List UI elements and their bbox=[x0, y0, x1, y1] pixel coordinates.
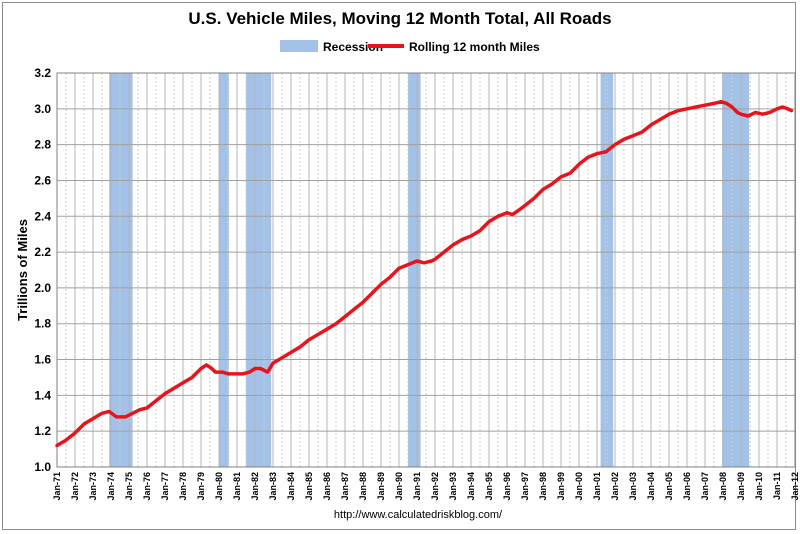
chart-title: U.S. Vehicle Miles, Moving 12 Month Tota… bbox=[188, 9, 611, 28]
x-tick-label: Jan-76 bbox=[142, 472, 152, 501]
legend: Recession Rolling 12 month Miles bbox=[280, 40, 540, 54]
x-tick-label: Jan-82 bbox=[250, 472, 260, 501]
x-tick-label: Jan-02 bbox=[610, 472, 620, 501]
x-tick-label: Jan-75 bbox=[124, 472, 134, 501]
x-tick-label: Jan-74 bbox=[106, 472, 116, 501]
x-tick-label: Jan-94 bbox=[466, 472, 476, 501]
x-tick-label: Jan-79 bbox=[196, 472, 206, 501]
recession-band bbox=[600, 73, 614, 467]
x-tick-label: Jan-88 bbox=[358, 472, 368, 501]
x-tick-label: Jan-12 bbox=[790, 472, 800, 501]
x-tick-label: Jan-77 bbox=[160, 472, 170, 501]
y-tick-label: 2.0 bbox=[34, 281, 51, 295]
x-tick-label: Jan-78 bbox=[178, 472, 188, 501]
recession-band bbox=[219, 73, 229, 467]
x-tick-label: Jan-89 bbox=[376, 472, 386, 501]
x-tick-label: Jan-11 bbox=[772, 472, 782, 500]
plot-border bbox=[56, 72, 796, 468]
x-tick-label: Jan-01 bbox=[592, 472, 602, 501]
y-tick-label: 3.0 bbox=[34, 102, 51, 116]
recession-band bbox=[109, 73, 133, 467]
x-tick-label: Jan-93 bbox=[448, 472, 458, 501]
recession-band bbox=[408, 73, 421, 467]
x-tick-label: Jan-03 bbox=[628, 472, 638, 501]
series-line-rolling-12-month-miles bbox=[55, 99, 794, 448]
x-tick-label: Jan-92 bbox=[430, 472, 440, 501]
x-tick-label: Jan-71 bbox=[52, 472, 62, 501]
x-tick-label: Jan-73 bbox=[88, 472, 98, 501]
x-tick-label: Jan-84 bbox=[286, 472, 296, 501]
x-tick-label: Jan-83 bbox=[268, 472, 278, 501]
x-tick-label: Jan-04 bbox=[646, 472, 656, 501]
y-tick-label: 2.2 bbox=[34, 245, 51, 259]
legend-miles-label: Rolling 12 month Miles bbox=[409, 40, 540, 54]
y-tick-label: 1.0 bbox=[34, 460, 51, 474]
legend-recession-swatch bbox=[280, 40, 318, 52]
x-tick-label: Jan-81 bbox=[232, 472, 242, 501]
y-tick-label: 2.8 bbox=[34, 138, 51, 152]
x-tick-label: Jan-95 bbox=[484, 472, 494, 501]
x-tick-label: Jan-06 bbox=[682, 472, 692, 501]
y-tick-label: 1.8 bbox=[34, 317, 51, 331]
source-url: http://www.calculatedriskblog.com/ bbox=[334, 509, 503, 521]
x-tick-label: Jan-00 bbox=[574, 472, 584, 501]
y-tick-label: 2.4 bbox=[34, 209, 51, 223]
y-tick-label: 1.6 bbox=[34, 353, 51, 367]
legend-recession-label: Recession bbox=[323, 40, 383, 54]
x-tick-label: Jan-99 bbox=[556, 472, 566, 501]
plot-area: 1.0 1.2 1.4 1.6 1.8 2.0 2.2 2.4 2.6 2.8 3.0 3.2 Jan-… bbox=[34, 66, 800, 501]
y-tick-label: 2.6 bbox=[34, 173, 51, 187]
x-tick-label: Jan-90 bbox=[394, 472, 404, 501]
recession-band bbox=[722, 73, 750, 467]
x-tick-label: Jan-07 bbox=[700, 472, 710, 501]
x-tick-label: Jan-85 bbox=[304, 472, 314, 501]
x-tick-label: Jan-08 bbox=[718, 472, 728, 501]
x-tick-label: Jan-80 bbox=[214, 472, 224, 501]
y-axis-label: Trillions of Miles bbox=[15, 219, 30, 321]
x-tick-label: Jan-09 bbox=[736, 472, 746, 501]
x-tick-label: Jan-97 bbox=[520, 472, 530, 501]
x-tick-label: Jan-87 bbox=[340, 472, 350, 501]
x-tick-label: Jan-96 bbox=[502, 472, 512, 501]
y-tick-label: 1.4 bbox=[34, 388, 51, 402]
recession-band bbox=[246, 73, 272, 467]
y-tick-label: 1.2 bbox=[34, 424, 51, 438]
y-tick-label: 3.2 bbox=[34, 66, 51, 80]
x-tick-label: Jan-10 bbox=[754, 472, 764, 501]
x-tick-label: Jan-05 bbox=[664, 472, 674, 501]
x-tick-label: Jan-86 bbox=[322, 472, 332, 501]
x-tick-label: Jan-98 bbox=[538, 472, 548, 501]
x-tick-label: Jan-91 bbox=[412, 472, 422, 501]
x-tick-label: Jan-72 bbox=[70, 472, 80, 501]
